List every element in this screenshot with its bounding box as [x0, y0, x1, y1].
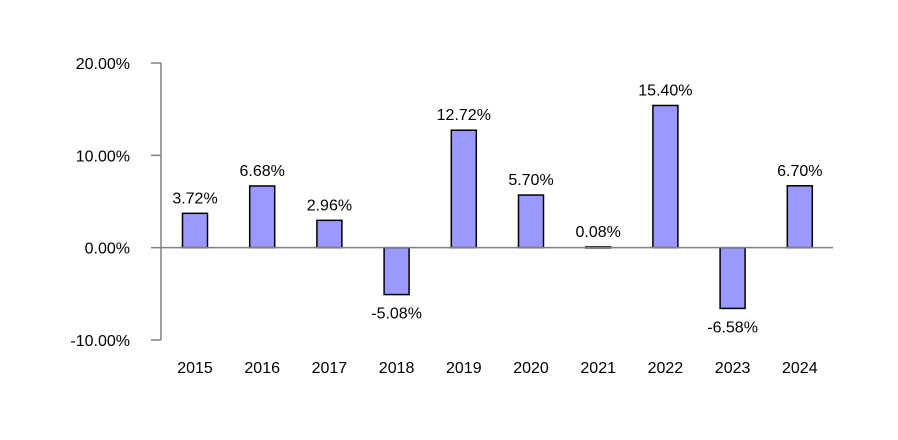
bar-value-label: 15.40%: [638, 82, 692, 99]
bars: [181, 104, 814, 310]
bar-2024: [786, 185, 814, 249]
bar-value-label: 3.72%: [172, 190, 217, 207]
x-category-label: 2018: [379, 360, 415, 377]
y-tick-label: 0.00%: [85, 241, 130, 258]
bar-2016: [248, 185, 276, 249]
bar-value-label: 0.08%: [576, 224, 621, 241]
bar-value-label: 6.70%: [777, 163, 822, 180]
x-axis-labels: 2015 2016 2017 2018 2019 2020 2021 2022 2023 2024: [177, 360, 817, 377]
bar-2023: [719, 246, 746, 310]
bar-2022: [652, 104, 679, 249]
y-tick-label: 20.00%: [76, 56, 130, 73]
y-tick-label: 10.00%: [76, 148, 130, 165]
bar-value-label: -5.08%: [371, 306, 422, 323]
bar-2019: [450, 129, 478, 249]
bar-value-label: 5.70%: [508, 172, 553, 189]
bar-2020: [517, 194, 545, 249]
x-category-label: 2019: [446, 360, 482, 377]
x-category-label: 2020: [513, 360, 549, 377]
bar-value-label: 2.96%: [307, 197, 352, 214]
x-category-label: 2016: [244, 360, 280, 377]
x-category-label: 2024: [782, 360, 818, 377]
bar-value-label: -6.58%: [707, 319, 758, 336]
bar-value-labels: 3.72% 6.68% 2.96% -5.08% 12.72% 5.70% 0.08% 15.…: [172, 82, 822, 336]
bar-2017: [316, 219, 343, 249]
x-category-label: 2023: [715, 360, 751, 377]
bar-2018: [383, 246, 410, 296]
x-category-label: 2017: [312, 360, 348, 377]
y-axis: 20.00% 10.00% 0.00% -10.00%: [70, 56, 162, 350]
x-category-label: 2021: [580, 360, 616, 377]
x-category-label: 2022: [648, 360, 684, 377]
bar-value-label: 12.72%: [437, 107, 491, 124]
x-category-label: 2015: [177, 360, 213, 377]
bar-value-label: 6.68%: [240, 163, 285, 180]
bar-2015: [181, 212, 209, 249]
y-tick-label: -10.00%: [70, 333, 130, 350]
